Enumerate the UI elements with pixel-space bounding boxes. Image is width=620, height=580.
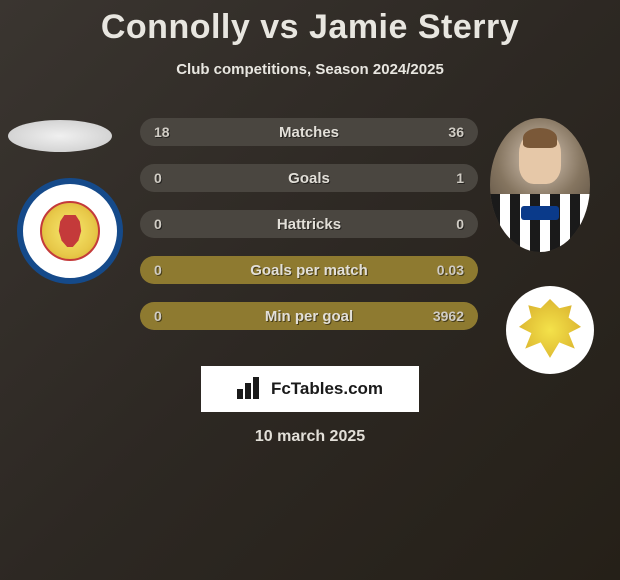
bar-chart-icon <box>237 379 263 399</box>
club-right-crest <box>506 286 594 374</box>
stat-bars: 18 Matches 36 0 Goals 1 0 Hattricks 0 0 … <box>140 118 478 348</box>
stat-row-goals-per-match: 0 Goals per match 0.03 <box>140 256 478 284</box>
brand-text: FcTables.com <box>271 379 383 399</box>
page-title: Connolly vs Jamie Sterry <box>0 0 620 47</box>
stat-label: Matches <box>279 124 339 141</box>
stat-label: Goals per match <box>250 262 368 279</box>
stat-right-value: 1 <box>456 170 464 186</box>
eagle-icon <box>519 299 581 361</box>
stat-left-value: 0 <box>154 216 162 232</box>
stat-label: Hattricks <box>277 216 341 233</box>
subtitle: Club competitions, Season 2024/2025 <box>0 61 620 78</box>
stat-left-value: 0 <box>154 308 162 324</box>
player-jersey <box>490 194 590 252</box>
date-text: 10 march 2025 <box>0 428 620 446</box>
player-left-avatar <box>8 120 112 152</box>
player-right-avatar <box>490 118 590 252</box>
player-head <box>519 132 561 184</box>
club-left-crest <box>17 178 123 284</box>
stat-row-hattricks: 0 Hattricks 0 <box>140 210 478 238</box>
stat-right-value: 0 <box>456 216 464 232</box>
stat-row-matches: 18 Matches 36 <box>140 118 478 146</box>
club-left-crest-inner <box>40 201 100 261</box>
stat-label: Goals <box>288 170 330 187</box>
comparison-area: 18 Matches 36 0 Goals 1 0 Hattricks 0 0 … <box>0 100 620 360</box>
stat-row-min-per-goal: 0 Min per goal 3962 <box>140 302 478 330</box>
stat-right-value: 3962 <box>433 308 464 324</box>
brand-badge: FcTables.com <box>201 366 419 412</box>
stat-right-value: 36 <box>448 124 464 140</box>
stat-right-value: 0.03 <box>437 262 464 278</box>
stat-left-value: 0 <box>154 262 162 278</box>
stat-row-goals: 0 Goals 1 <box>140 164 478 192</box>
stat-left-value: 0 <box>154 170 162 186</box>
stat-label: Min per goal <box>265 308 353 325</box>
stat-left-value: 18 <box>154 124 170 140</box>
lion-icon <box>56 215 84 247</box>
